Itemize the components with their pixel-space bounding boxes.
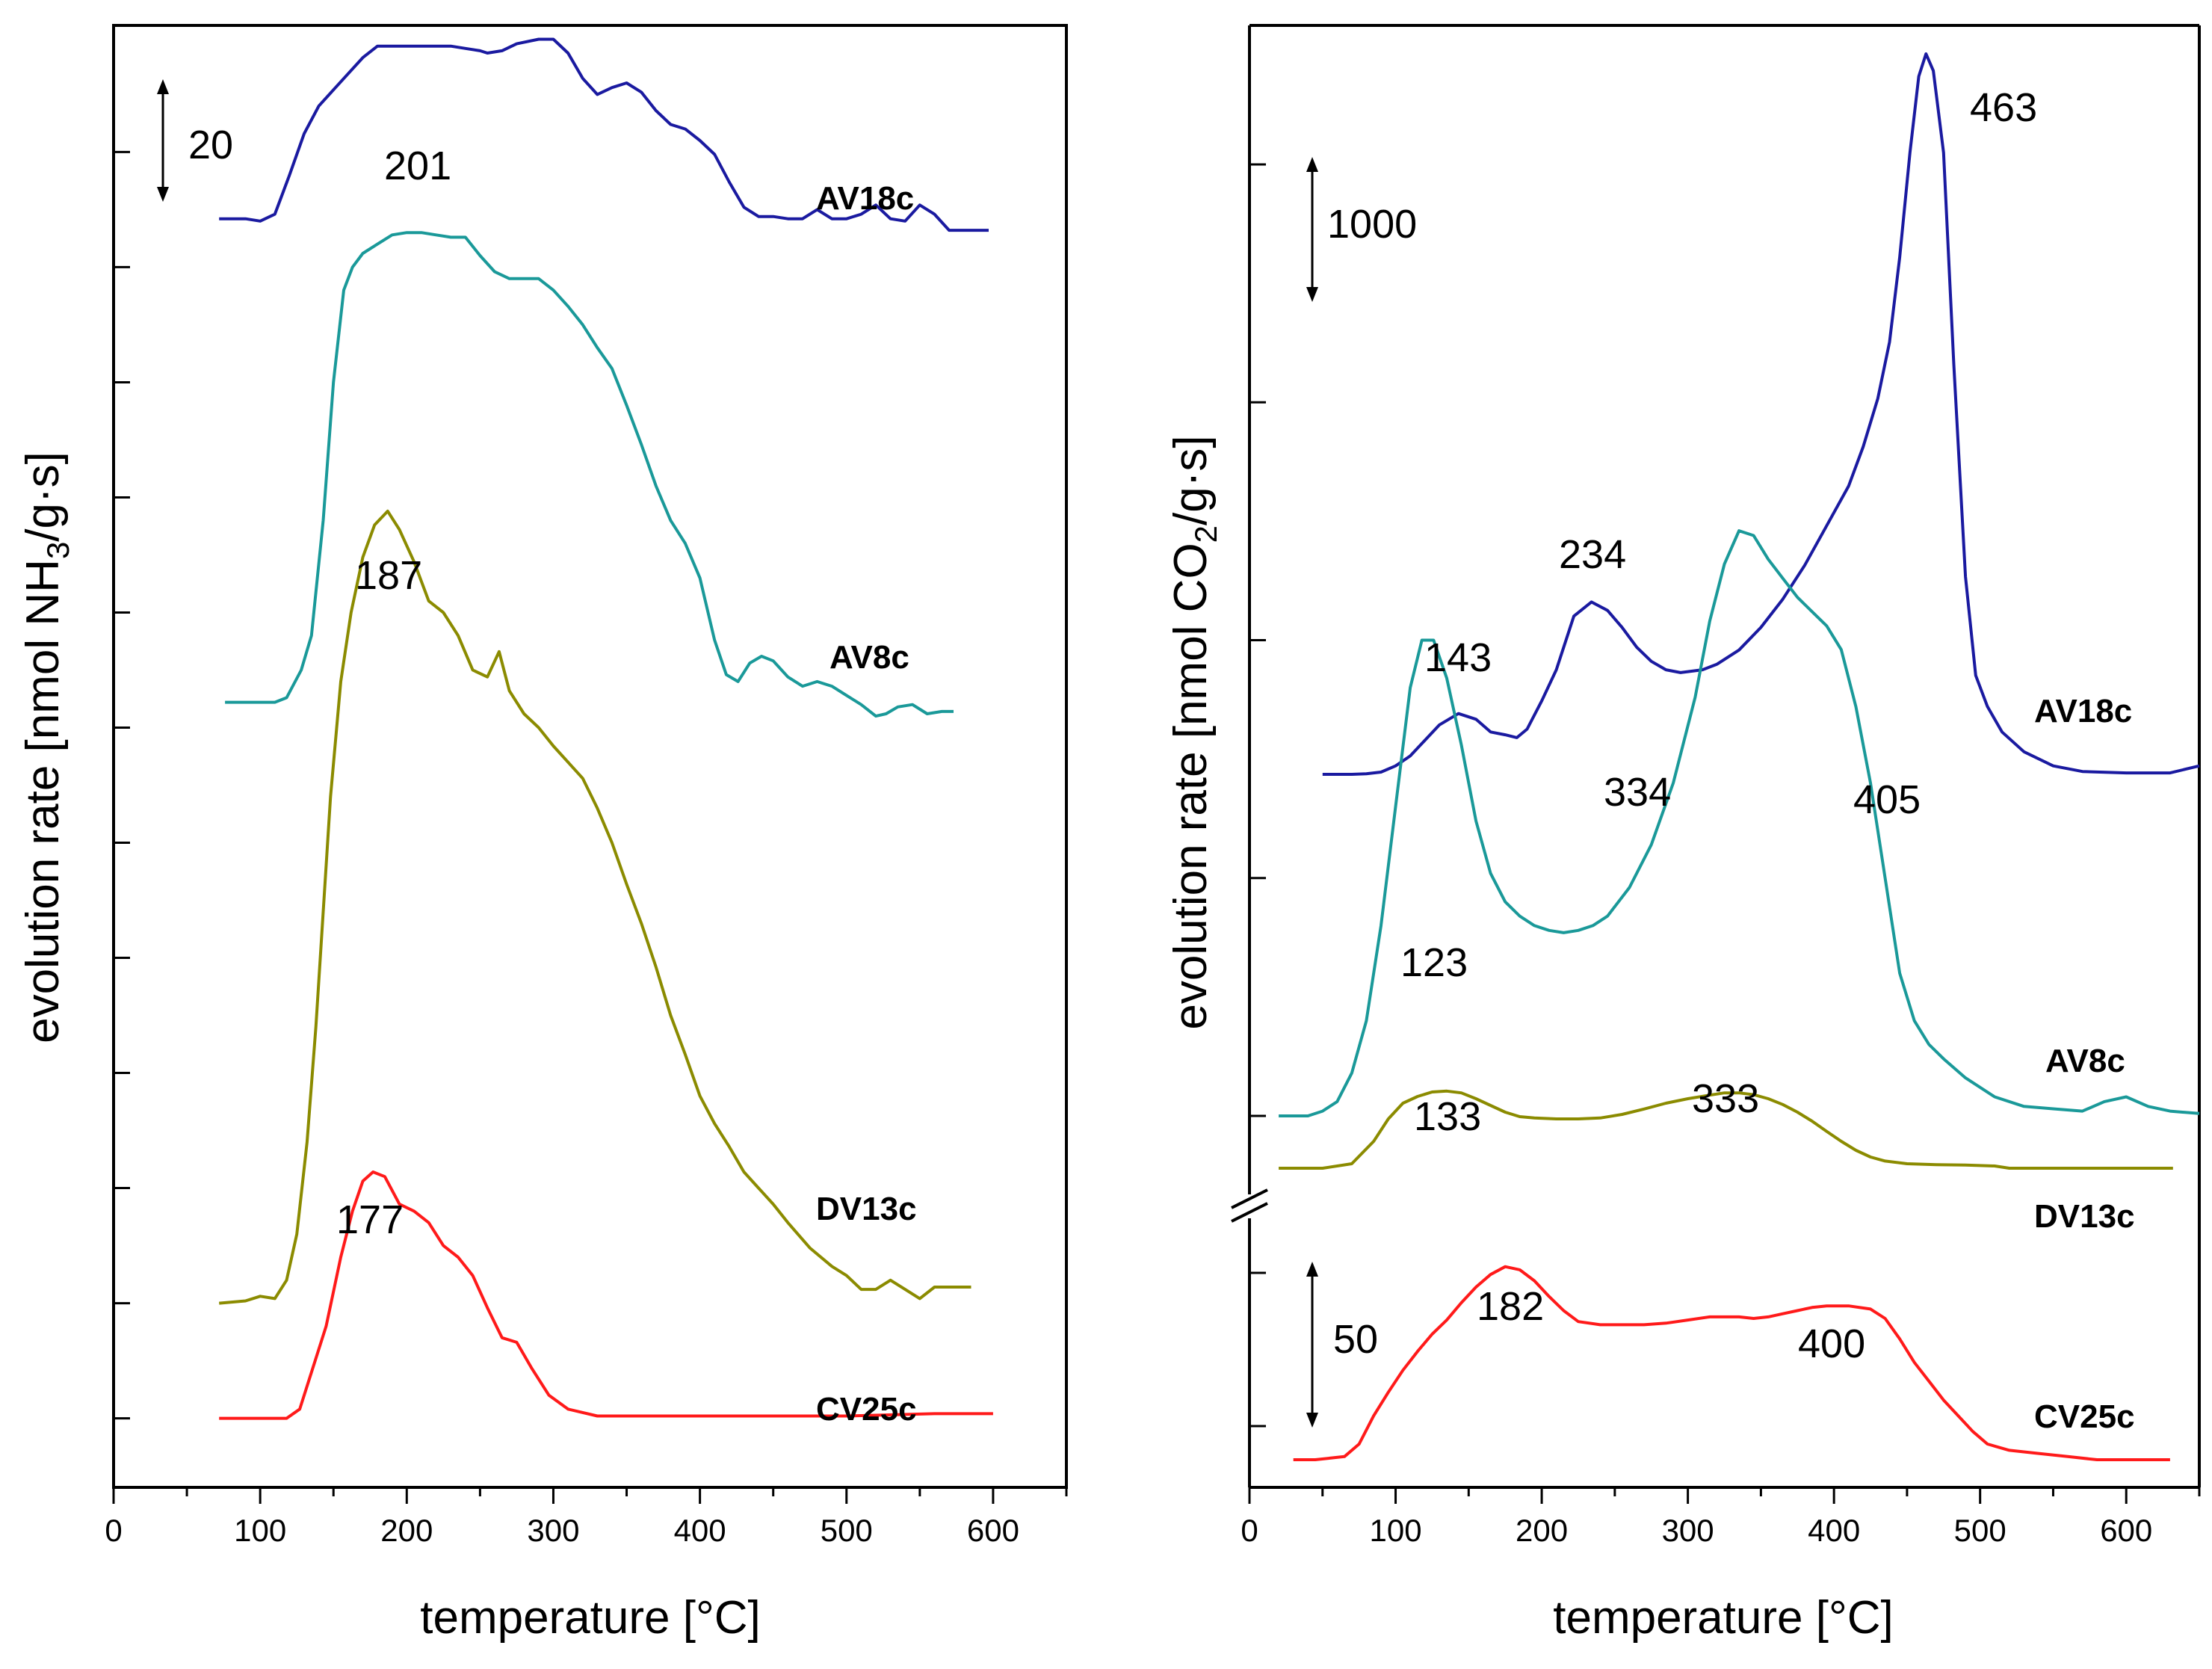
nh3-scale-bar-arrow-down bbox=[157, 187, 169, 202]
co2-axis-break-mark-2 bbox=[1231, 1202, 1268, 1223]
co2-x-axis-title: temperature [°C] bbox=[1553, 1592, 1894, 1644]
nh3-x-tick-label-200: 200 bbox=[380, 1513, 433, 1548]
nh3-x-tick-label-100: 100 bbox=[234, 1513, 286, 1548]
co2-peak-label-333: 333 bbox=[1692, 1076, 1759, 1121]
co2-scale-bar-50-label: 50 bbox=[1333, 1317, 1378, 1362]
co2-x-tick-label-0: 0 bbox=[1241, 1513, 1258, 1548]
nh3-curve-av8c bbox=[225, 231, 954, 718]
nh3-x-tick-label-500: 500 bbox=[821, 1513, 873, 1548]
co2-scale-bar-50-arrow-up bbox=[1306, 1262, 1318, 1277]
co2-x-ticks: 0 100 200 300 400 500 600 bbox=[1241, 1487, 2201, 1548]
co2-curve-cv25c bbox=[1293, 1265, 2170, 1461]
co2-peak-label-400: 400 bbox=[1798, 1321, 1865, 1366]
co2-peak-label-334: 334 bbox=[1604, 770, 1671, 815]
co2-scale-bar-1000-arrow-down bbox=[1306, 287, 1318, 302]
nh3-panel: 0 100 200 300 400 500 600 AV18c AV8c DV13c CV2… bbox=[17, 24, 1068, 1644]
nh3-peak-label-201: 201 bbox=[384, 144, 451, 188]
nh3-scale-bar-arrow-up bbox=[157, 79, 169, 94]
nh3-y-axis-title: evolution rate [nmol NH3/g·s] bbox=[17, 451, 75, 1043]
co2-peak-label-463: 463 bbox=[1970, 85, 2037, 130]
co2-scale-bar-1000: 1000 bbox=[1306, 157, 1417, 302]
nh3-y-ticks bbox=[114, 150, 130, 1420]
nh3-x-tick-label-0: 0 bbox=[105, 1513, 122, 1548]
nh3-sample-label-av18c: AV18c bbox=[816, 180, 914, 217]
co2-x-tick-label-400: 400 bbox=[1808, 1513, 1860, 1548]
co2-peak-label-234: 234 bbox=[1559, 532, 1626, 577]
nh3-curve-dv13c bbox=[219, 509, 971, 1305]
nh3-x-tick-label-400: 400 bbox=[674, 1513, 726, 1548]
co2-sample-label-cv25c: CV25c bbox=[2034, 1398, 2135, 1435]
nh3-curves bbox=[219, 37, 993, 1420]
co2-x-tick-label-500: 500 bbox=[1954, 1513, 2006, 1548]
co2-scale-bar-50-arrow-down bbox=[1306, 1413, 1318, 1428]
co2-peak-label-405: 405 bbox=[1853, 777, 1921, 822]
nh3-x-ticks: 0 100 200 300 400 500 600 bbox=[105, 1487, 1068, 1548]
co2-x-tick-label-100: 100 bbox=[1369, 1513, 1421, 1548]
co2-axis-break-mark-1 bbox=[1231, 1188, 1268, 1209]
co2-curve-av18c bbox=[1322, 52, 2200, 776]
co2-y-ticks bbox=[1249, 163, 1266, 1428]
co2-peak-label-123: 123 bbox=[1400, 940, 1468, 985]
co2-x-tick-label-300: 300 bbox=[1662, 1513, 1714, 1548]
co2-peak-label-133: 133 bbox=[1414, 1094, 1481, 1139]
co2-curve-av8c bbox=[1279, 529, 2200, 1117]
co2-sample-label-av8c: AV8c bbox=[2045, 1043, 2125, 1079]
co2-axis-break bbox=[1231, 1188, 1268, 1223]
co2-curves bbox=[1279, 52, 2200, 1461]
nh3-x-tick-label-300: 300 bbox=[527, 1513, 579, 1548]
nh3-sample-label-cv25c: CV25c bbox=[816, 1391, 917, 1428]
co2-curve-dv13c bbox=[1279, 1089, 2173, 1170]
nh3-peak-label-177: 177 bbox=[336, 1197, 404, 1242]
nh3-sample-label-av8c: AV8c bbox=[830, 639, 909, 676]
nh3-x-axis-title: temperature [°C] bbox=[420, 1592, 761, 1644]
nh3-sample-label-dv13c: DV13c bbox=[816, 1191, 917, 1227]
co2-scale-bar-1000-label: 1000 bbox=[1327, 202, 1417, 247]
nh3-scale-bar: 20 bbox=[157, 79, 233, 202]
co2-sample-label-dv13c: DV13c bbox=[2034, 1198, 2135, 1235]
co2-x-tick-label-200: 200 bbox=[1516, 1513, 1568, 1548]
nh3-curve-cv25c bbox=[219, 1170, 993, 1420]
nh3-x-tick-label-600: 600 bbox=[967, 1513, 1019, 1548]
co2-panel: 0 100 200 300 400 500 600 AV18c AV8c DV13c CV2… bbox=[1165, 24, 2201, 1644]
co2-peak-label-143: 143 bbox=[1424, 635, 1492, 680]
co2-peak-label-182: 182 bbox=[1477, 1284, 1544, 1329]
co2-sample-label-av18c: AV18c bbox=[2034, 693, 2132, 729]
nh3-scale-bar-label: 20 bbox=[188, 123, 233, 167]
nh3-curve-av18c bbox=[219, 37, 989, 232]
nh3-plot-frame bbox=[112, 24, 1068, 1489]
co2-x-tick-label-600: 600 bbox=[2100, 1513, 2152, 1548]
co2-scale-bar-50: 50 bbox=[1306, 1262, 1378, 1428]
co2-scale-bar-1000-arrow-up bbox=[1306, 157, 1318, 172]
co2-y-axis-title: evolution rate [nmol CO2/g·s] bbox=[1165, 435, 1223, 1029]
nh3-peak-label-187: 187 bbox=[355, 553, 422, 598]
